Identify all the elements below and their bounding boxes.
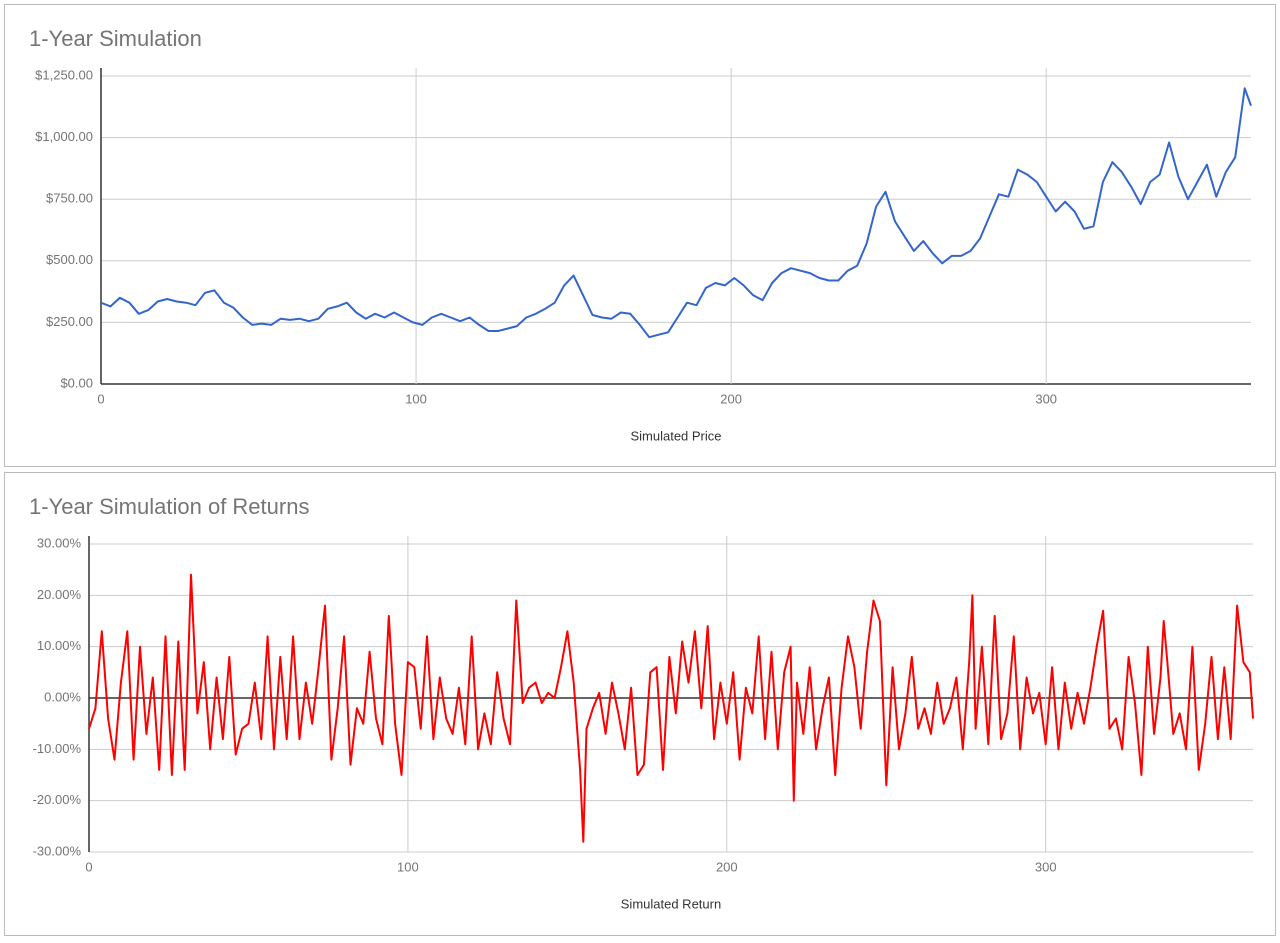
y-tick-label: $250.00	[46, 314, 93, 329]
chart-title: 1-Year Simulation	[29, 26, 202, 51]
x-tick-label: 100	[397, 859, 419, 874]
y-tick-label: $500.00	[46, 252, 93, 267]
x-tick-label: 200	[716, 859, 738, 874]
y-tick-label: $750.00	[46, 191, 93, 206]
x-axis-title: Simulated Return	[621, 896, 721, 911]
card	[4, 4, 1276, 467]
y-tick-label: -10.00%	[33, 741, 82, 756]
x-tick-label: 100	[405, 391, 427, 406]
y-tick-label: 10.00%	[37, 638, 82, 653]
x-tick-label: 0	[85, 859, 92, 874]
y-tick-label: $1,250.00	[35, 67, 93, 82]
x-tick-label: 200	[720, 391, 742, 406]
x-tick-label: 300	[1035, 391, 1057, 406]
x-axis-title: Simulated Price	[630, 428, 721, 443]
y-tick-label: 30.00%	[37, 535, 82, 550]
y-tick-label: $1,000.00	[35, 129, 93, 144]
data-line	[100, 87, 1252, 339]
x-tick-label: 0	[97, 391, 104, 406]
y-tick-label: 0.00%	[44, 689, 81, 704]
y-tick-label: 20.00%	[37, 587, 82, 602]
x-tick-label: 300	[1035, 859, 1057, 874]
y-tick-label: -20.00%	[33, 792, 82, 807]
data-line	[88, 573, 1254, 843]
card	[4, 472, 1276, 936]
chart-title: 1-Year Simulation of Returns	[29, 494, 309, 519]
y-tick-label: $0.00	[60, 375, 93, 390]
y-tick-label: -30.00%	[33, 843, 82, 858]
